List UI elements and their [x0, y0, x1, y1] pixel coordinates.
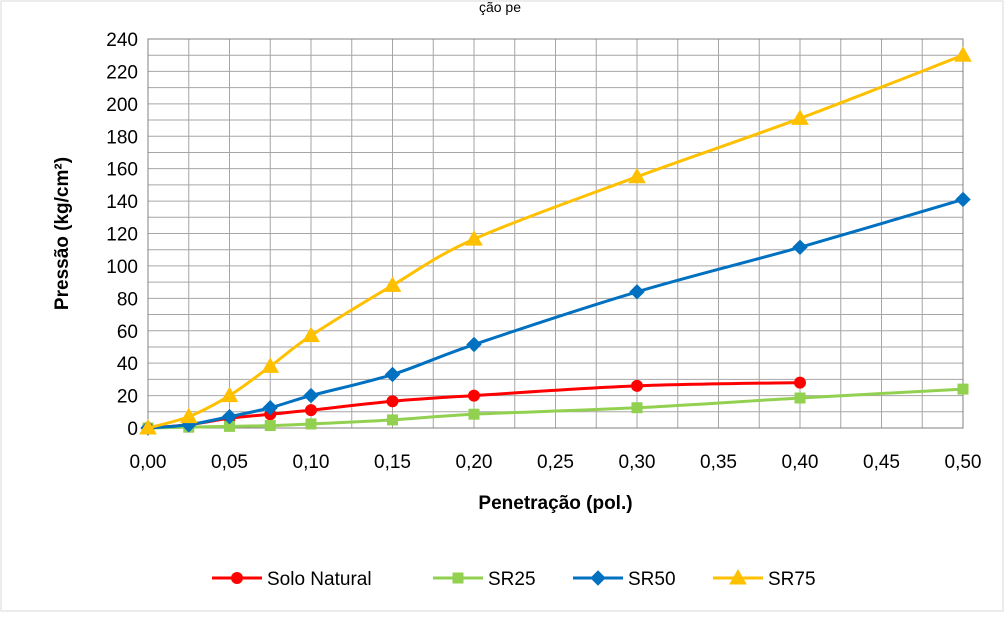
data-point-sr75: [261, 357, 280, 373]
series-sr75: [139, 46, 972, 435]
legend-item-sr75: SR75: [713, 568, 816, 590]
legend-item-solo-natural: Solo Natural: [212, 569, 372, 590]
data-point-sr50: [629, 284, 645, 300]
y-tick-label: 40: [117, 354, 138, 375]
data-point-sr50: [792, 239, 808, 255]
data-point-sr50: [303, 387, 319, 404]
data-point-solo-natural: [794, 376, 806, 389]
x-tick-label: 0,50: [945, 452, 982, 473]
data-point-sr75: [465, 230, 483, 246]
legend-marker-sr25: [452, 572, 464, 584]
y-tick-label: 0: [127, 419, 138, 440]
data-point-sr25: [264, 420, 276, 432]
header-fragment: ção pe: [479, 0, 521, 15]
data-point-solo-natural: [631, 379, 643, 392]
y-tick-label: 160: [106, 160, 138, 181]
data-point-sr50: [221, 408, 238, 425]
data-point-sr25: [957, 383, 969, 395]
data-point-sr25: [305, 418, 317, 430]
legend-item-sr50: SR50: [573, 569, 676, 590]
y-tick-label: 220: [106, 62, 138, 83]
legend-marker-sr75: [729, 568, 747, 585]
x-tick-label: 0,30: [619, 452, 656, 473]
series-sr50: [140, 191, 971, 436]
data-point-sr75: [302, 326, 320, 343]
x-tick-label: 0,05: [211, 452, 248, 473]
data-point-sr25: [468, 408, 480, 420]
data-point-sr75: [139, 418, 157, 435]
data-point-sr75: [220, 386, 239, 403]
x-tick-label: 0,15: [374, 452, 411, 473]
data-point-sr75: [179, 407, 198, 424]
data-point-sr50: [262, 400, 278, 416]
data-point-sr25: [631, 402, 643, 414]
data-point-solo-natural: [468, 389, 480, 402]
x-tick-label: 0,10: [293, 452, 330, 473]
x-tick-label: 0,35: [700, 452, 737, 473]
legend-item-sr25: SR25: [433, 569, 536, 590]
legend-marker-sr50: [590, 570, 606, 586]
y-tick-label: 120: [106, 225, 138, 246]
legend-label-solo-natural: Solo Natural: [267, 569, 372, 590]
data-point-sr50: [384, 366, 401, 383]
x-tick-label: 0,45: [863, 452, 900, 473]
y-tick-label: 100: [106, 257, 138, 278]
legend-marker-solo-natural: [231, 572, 243, 584]
data-point-sr25: [794, 392, 806, 404]
data-point-sr50: [955, 191, 971, 208]
data-point-sr75: [954, 46, 972, 62]
y-tick-label: 200: [106, 95, 138, 116]
y-tick-label: 20: [117, 387, 138, 408]
y-tick-label: 180: [106, 127, 138, 148]
y-tick-label: 60: [117, 322, 138, 343]
x-tick-label: 0,20: [456, 452, 493, 473]
data-point-sr75: [628, 167, 646, 184]
data-point-sr50: [466, 336, 482, 353]
y-tick-label: 140: [106, 192, 138, 213]
plot-area-border: [147, 38, 964, 429]
data-point-sr75: [791, 109, 809, 125]
data-point-solo-natural: [305, 404, 317, 417]
y-tick-label: 240: [106, 30, 138, 51]
data-point-sr75: [383, 276, 402, 292]
x-tick-label: 0,40: [782, 452, 819, 473]
y-tick-label: 80: [117, 289, 138, 310]
y-axis-title: Pressão (kg/cm²): [52, 157, 73, 310]
legend-label-sr50: SR50: [628, 569, 676, 590]
legend-label-sr75: SR75: [768, 569, 816, 590]
data-point-sr25: [387, 414, 398, 426]
data-point-solo-natural: [386, 395, 399, 408]
x-tick-label: 0,00: [130, 452, 167, 473]
x-tick-label: 0,25: [537, 452, 574, 473]
legend-label-sr25: SR25: [488, 569, 536, 590]
x-axis-title: Penetração (pol.): [478, 493, 632, 514]
